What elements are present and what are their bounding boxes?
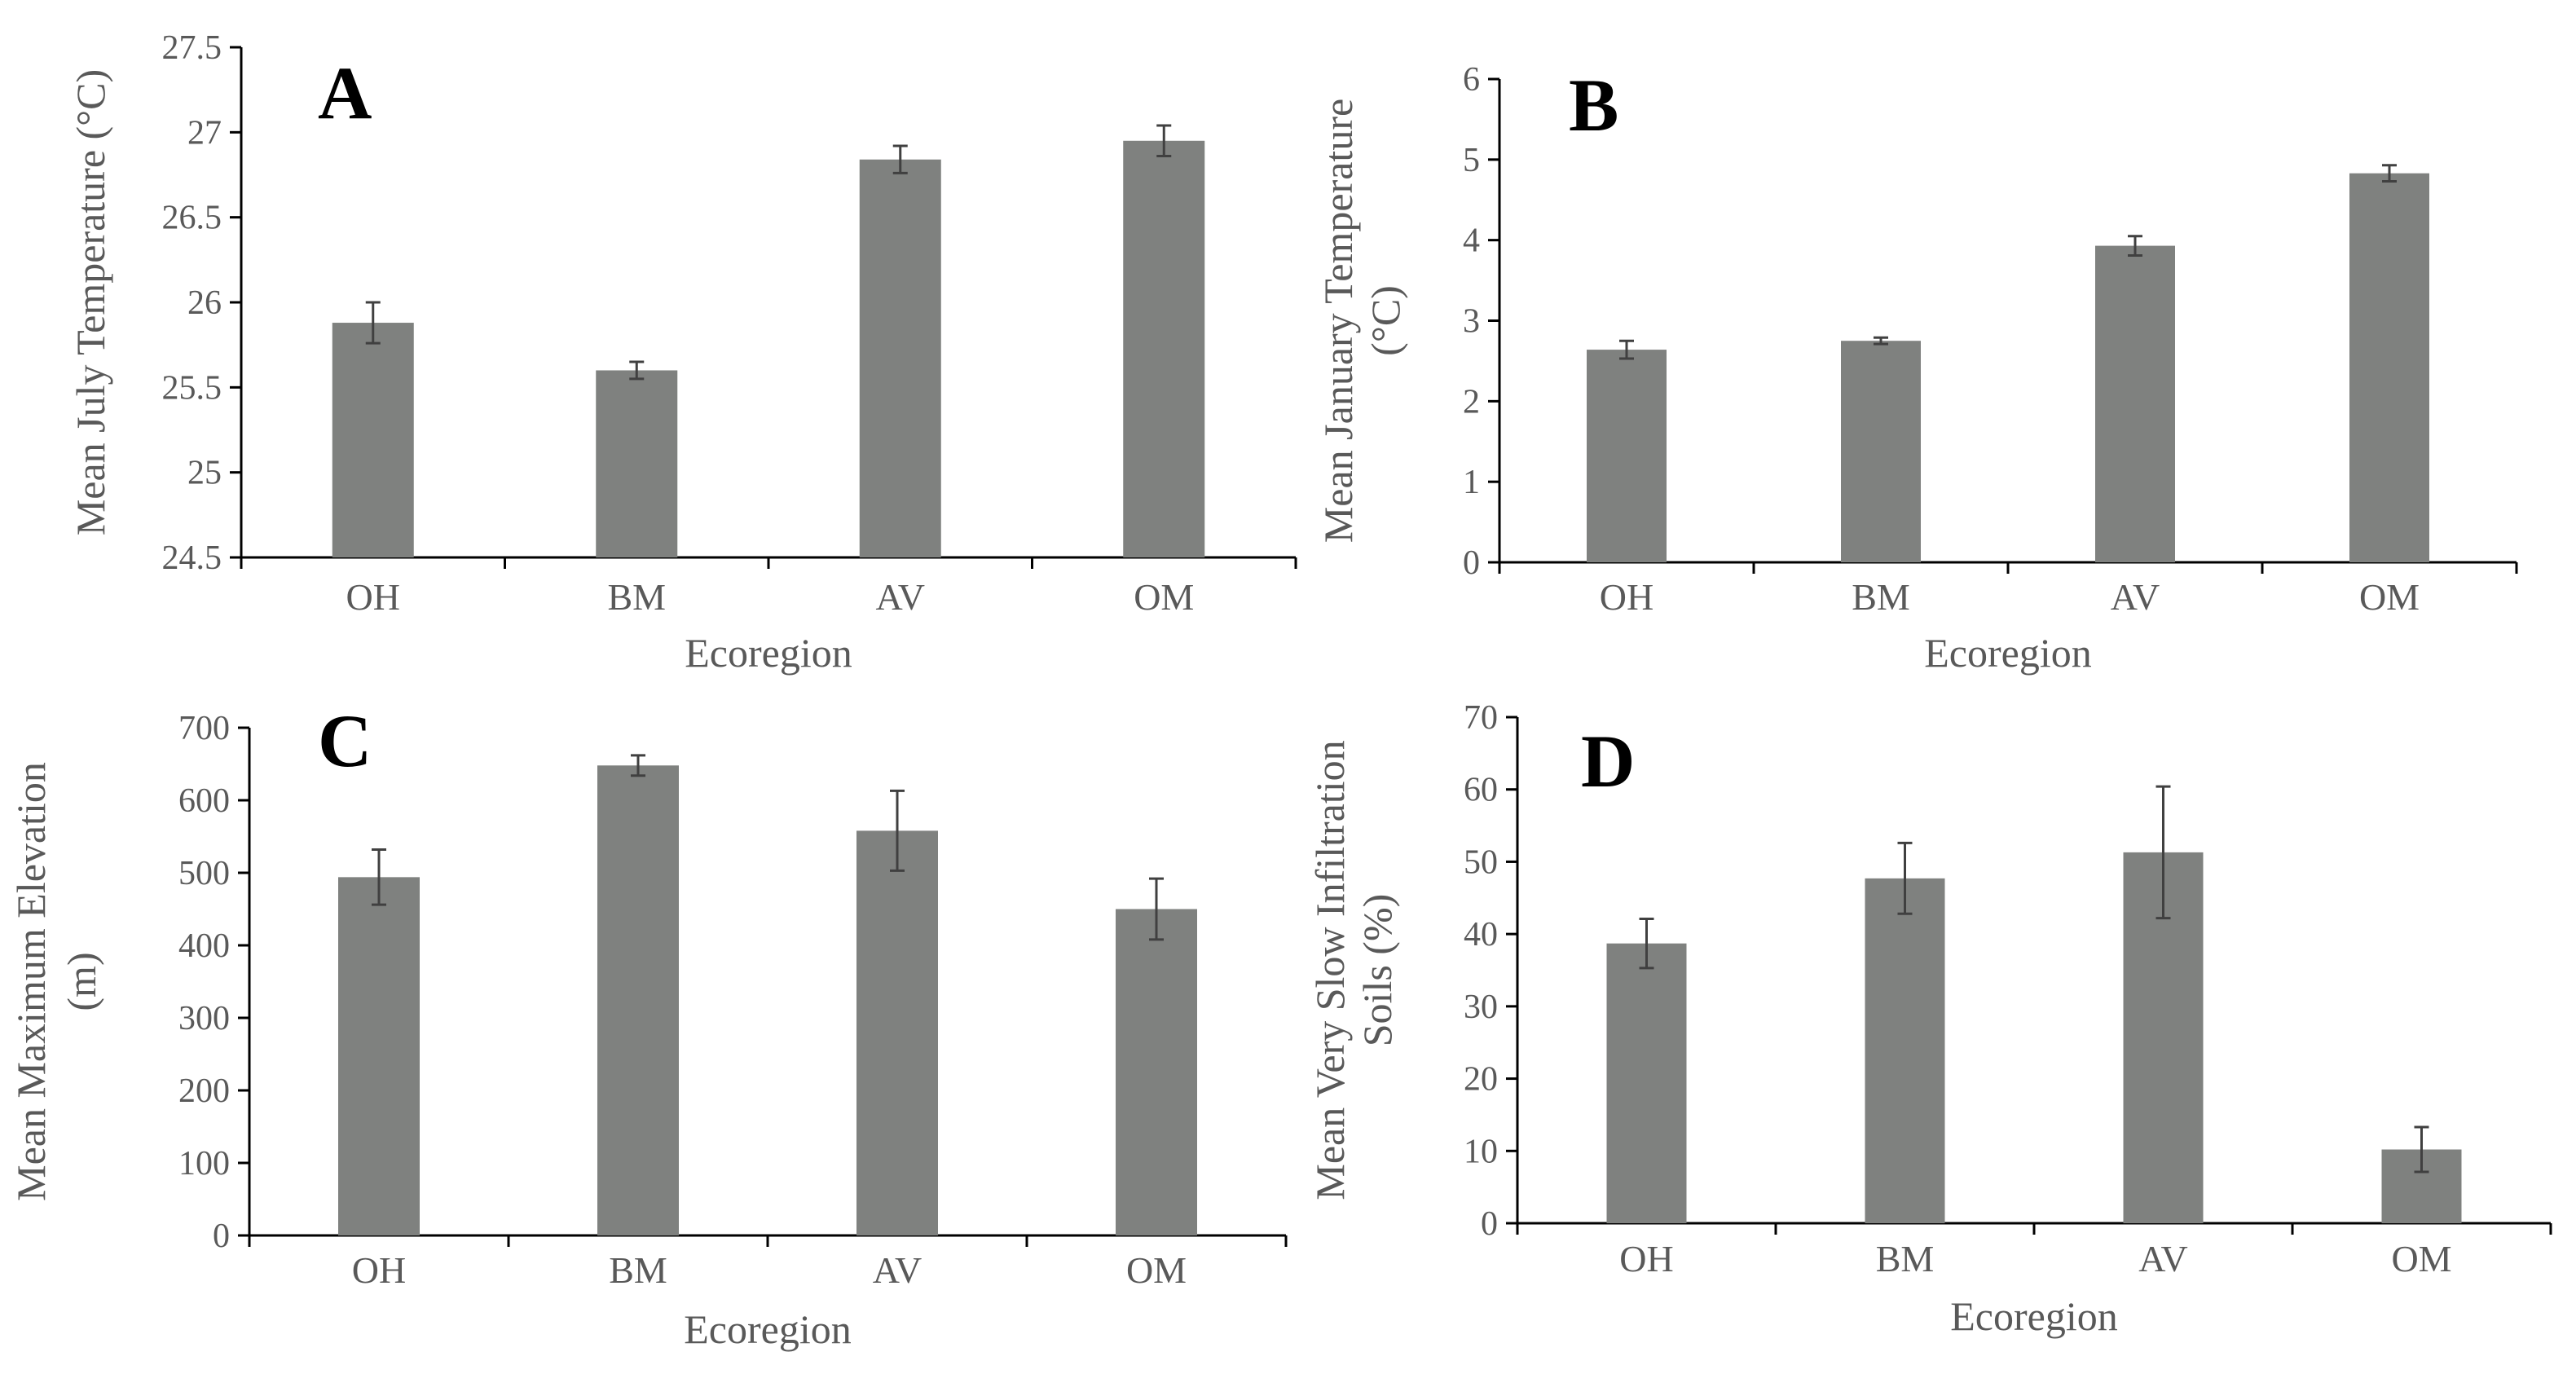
panel-a: 24.5 25 25.5 26 26.5 27 27.5 OH BM AV OM Ecoregion M…: [68, 29, 1297, 676]
y-axis-title-line: Mean Very Slow Infiltration: [1307, 740, 1353, 1200]
y-tick-label: 600: [178, 782, 230, 820]
y-tick-label: 0: [213, 1218, 230, 1255]
bar-om: [1123, 140, 1205, 557]
panel-letter: A: [318, 51, 372, 134]
y-tick-label: 60: [1464, 772, 1498, 809]
y-tick-label: 25: [187, 455, 222, 492]
y-tick-label: 70: [1464, 699, 1498, 737]
y-axis-title-line: Soils (%): [1354, 894, 1400, 1047]
y-axis-title-line: (°C): [1363, 285, 1408, 356]
y-tick-label: 30: [1464, 989, 1498, 1026]
y-tick-label: 300: [178, 1000, 230, 1037]
y-tick-label: 200: [178, 1072, 230, 1110]
y-tick-label: 500: [178, 855, 230, 892]
panel-letter: C: [318, 699, 372, 782]
bar-bm: [1865, 878, 1945, 1223]
y-tick-label: 50: [1464, 843, 1498, 881]
y-tick-label: 40: [1464, 916, 1498, 953]
bar-av: [859, 159, 941, 557]
bar-av: [856, 830, 938, 1235]
category-label-av: AV: [873, 1249, 923, 1291]
y-tick-label: 20: [1464, 1061, 1498, 1099]
category-label-av: AV: [875, 576, 925, 618]
x-axis-title: Ecoregion: [1924, 630, 2091, 676]
category-label-bm: BM: [609, 1249, 667, 1291]
category-label-av: AV: [2138, 1238, 2188, 1279]
y-tick-label: 27: [187, 114, 222, 152]
y-axis-title-line: Mean Maximum Elevation: [8, 762, 54, 1201]
panel-c: 0 100 200 300 400 500 600 700 OH BM AV OM Ecoregion M…: [8, 699, 1288, 1352]
y-tick-label: 700: [178, 710, 230, 747]
y-tick-label: 2: [1463, 383, 1480, 421]
y-axis-title: Mean Maximum Elevation (m): [8, 762, 104, 1201]
category-label-om: OM: [2391, 1238, 2451, 1279]
x-axis-title: Ecoregion: [1950, 1293, 2117, 1339]
panel-b: 0 1 2 3 4 5 6 OH BM AV OM Ecoregion Mean January Tem…: [1315, 61, 2518, 676]
y-tick-label: 400: [178, 927, 230, 965]
y-axis-title: Mean Very Slow InfiltrationSoils (%): [1307, 740, 1400, 1200]
category-label-av: AV: [2111, 576, 2160, 618]
y-tick-label: 1: [1463, 464, 1480, 501]
bar-oh: [338, 877, 420, 1235]
y-tick-label: 5: [1463, 142, 1480, 179]
y-tick-label: 26: [187, 284, 222, 322]
category-label-oh: OH: [1619, 1238, 1673, 1279]
y-tick-label: 25.5: [162, 369, 222, 407]
panel-letter: B: [1569, 64, 1618, 147]
category-label-om: OM: [2359, 576, 2420, 618]
y-axis-title-line: (m): [59, 952, 104, 1011]
bar-bm: [1841, 341, 1921, 562]
y-axis-title: Mean January Temperature(°C): [1315, 99, 1408, 543]
bar-om: [1116, 909, 1197, 1235]
category-label-oh: OH: [346, 576, 400, 618]
panel-letter: D: [1581, 720, 1635, 803]
x-axis-title: Ecoregion: [684, 1306, 851, 1352]
y-axis-title-line: Mean January Temperature: [1315, 99, 1361, 543]
y-tick-label: 0: [1481, 1205, 1498, 1243]
category-label-bm: BM: [1852, 576, 1910, 618]
bar-bm: [596, 370, 678, 557]
y-tick-label: 24.5: [162, 539, 222, 577]
y-tick-label: 100: [178, 1145, 230, 1182]
bar-av: [2095, 245, 2175, 562]
y-axis-title-line: Mean July Temperature (°C): [68, 69, 113, 535]
panel-d: 0 10 20 30 40 50 60 70 OH BM AV OM Ecoregion Mean Ver…: [1307, 699, 2552, 1339]
category-label-oh: OH: [352, 1249, 406, 1291]
category-label-bm: BM: [607, 576, 666, 618]
bar-oh: [1606, 943, 1687, 1223]
category-label-om: OM: [1126, 1249, 1187, 1291]
category-label-om: OM: [1134, 576, 1194, 618]
category-label-bm: BM: [1876, 1238, 1935, 1279]
y-tick-label: 0: [1463, 544, 1480, 582]
x-axis-title: Ecoregion: [685, 630, 852, 676]
y-tick-label: 27.5: [162, 29, 222, 67]
y-tick-label: 3: [1463, 303, 1480, 341]
y-axis-title: Mean July Temperature (°C): [68, 69, 113, 535]
bar-oh: [1587, 350, 1667, 562]
bar-oh: [332, 323, 414, 557]
y-tick-label: 6: [1463, 61, 1480, 99]
category-label-oh: OH: [1600, 576, 1653, 618]
y-tick-label: 10: [1464, 1133, 1498, 1170]
bar-bm: [597, 765, 679, 1235]
bar-om: [2349, 173, 2429, 562]
y-tick-label: 26.5: [162, 200, 222, 237]
y-tick-label: 4: [1463, 222, 1480, 260]
